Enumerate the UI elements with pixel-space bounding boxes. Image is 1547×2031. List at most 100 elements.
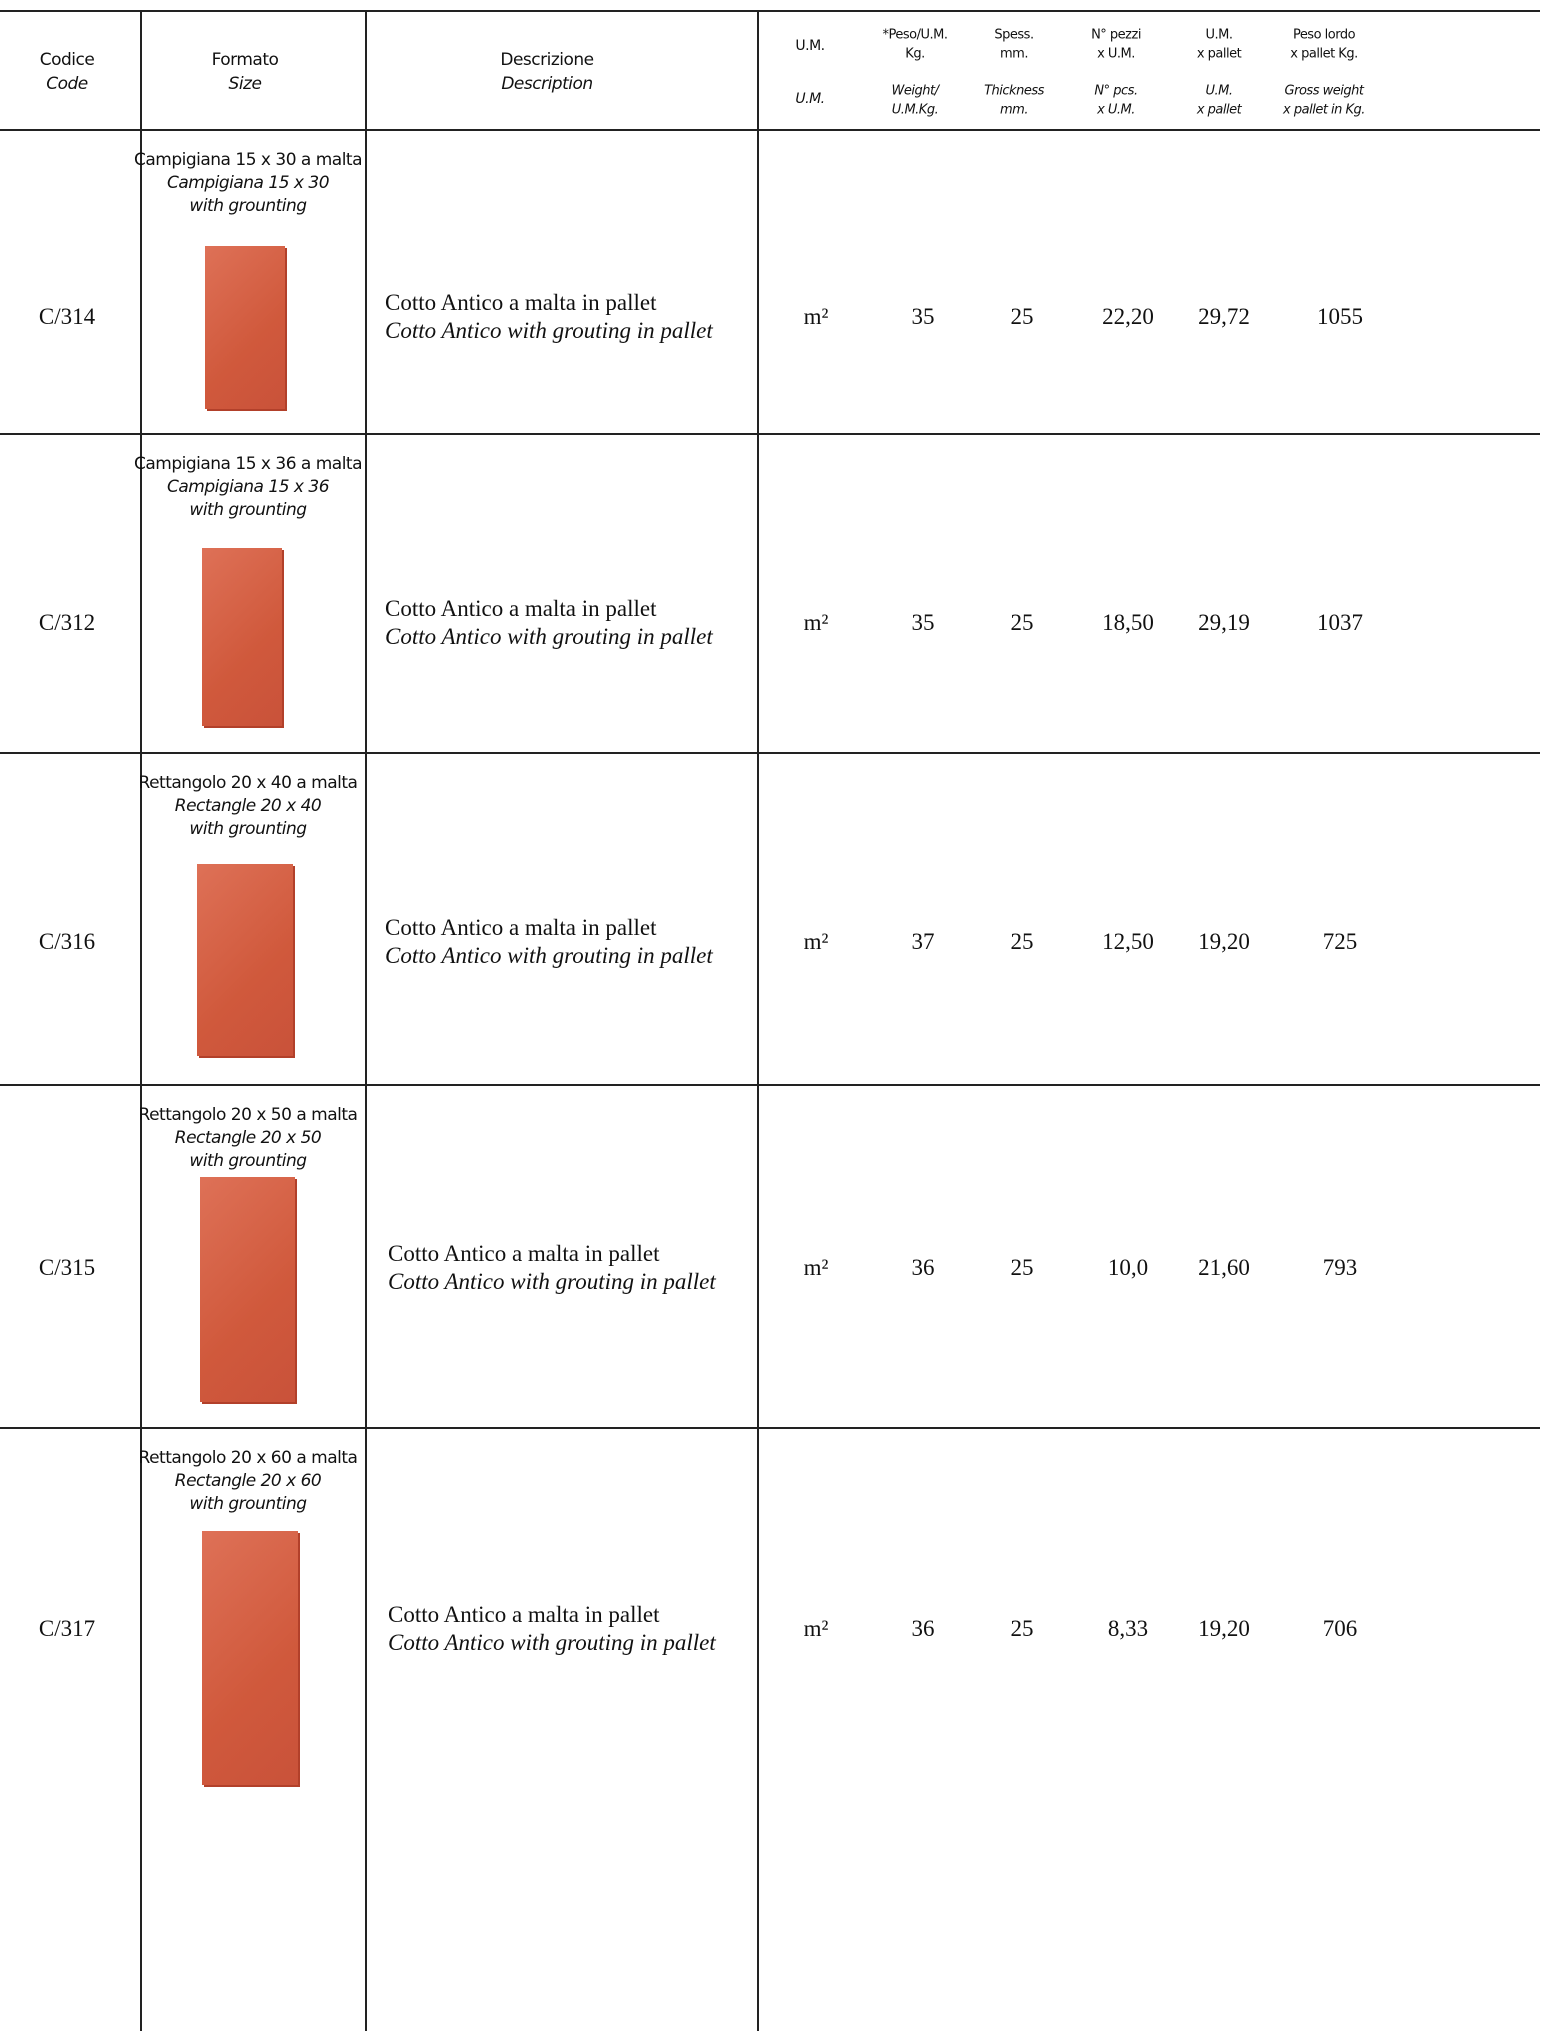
header-it: N° pezzi bbox=[1091, 27, 1141, 43]
rule bbox=[0, 10, 1540, 12]
header-en: mm. bbox=[1000, 102, 1028, 118]
format: with grounting bbox=[189, 196, 307, 216]
value: 8,33 bbox=[1107, 1616, 1149, 1641]
rule bbox=[0, 1427, 1540, 1429]
description: Cotto Antico a malta in pallet bbox=[385, 596, 657, 621]
description: Cotto Antico a malta in pallet bbox=[385, 915, 657, 940]
tile-image bbox=[202, 1531, 298, 1785]
format: Rettangolo 20 x 40 a malta bbox=[138, 773, 358, 793]
description: Cotto Antico a malta in pallet bbox=[388, 1602, 660, 1627]
header-en: N° pcs. bbox=[1094, 83, 1138, 99]
um: m² bbox=[803, 610, 829, 635]
header-it: Codice bbox=[39, 50, 95, 70]
format: with grounting bbox=[189, 500, 307, 520]
header-it: x pallet bbox=[1196, 46, 1242, 62]
value: 19,20 bbox=[1198, 1616, 1250, 1641]
header-it: Peso lordo bbox=[1292, 27, 1356, 43]
um: m² bbox=[803, 1616, 829, 1641]
format: Rectangle 20 x 40 bbox=[174, 796, 322, 816]
code: C/314 bbox=[38, 304, 96, 329]
value: 1037 bbox=[1317, 610, 1363, 635]
value: 10,0 bbox=[1107, 1255, 1149, 1280]
description: Cotto Antico with grouting in pallet bbox=[388, 1630, 716, 1655]
header-it: Spess. bbox=[994, 27, 1034, 43]
um: m² bbox=[803, 929, 829, 954]
header-en: Code bbox=[46, 74, 88, 94]
tile-image bbox=[202, 548, 282, 726]
header-en: Weight/ bbox=[891, 83, 939, 99]
tile-image bbox=[200, 1177, 295, 1402]
rule bbox=[140, 10, 142, 2031]
header-it: Descrizione bbox=[500, 50, 594, 70]
header-en: x U.M. bbox=[1097, 102, 1135, 118]
description: Cotto Antico a malta in pallet bbox=[385, 290, 657, 315]
value: 25 bbox=[1010, 1616, 1034, 1641]
description: Cotto Antico a malta in pallet bbox=[388, 1241, 660, 1266]
value: 35 bbox=[911, 610, 935, 635]
header-it: x U.M. bbox=[1097, 46, 1135, 62]
value: 29,19 bbox=[1198, 610, 1250, 635]
rule bbox=[0, 1084, 1540, 1086]
value: 21,60 bbox=[1198, 1255, 1250, 1280]
rule bbox=[365, 10, 367, 2031]
format: Rectangle 20 x 60 bbox=[174, 1471, 322, 1491]
format: Rettangolo 20 x 60 a malta bbox=[138, 1448, 358, 1468]
description: Cotto Antico with grouting in pallet bbox=[385, 624, 713, 649]
format: Campigiana 15 x 30 bbox=[166, 173, 330, 193]
description: Cotto Antico with grouting in pallet bbox=[385, 318, 713, 343]
value: 25 bbox=[1010, 610, 1034, 635]
header-en: Gross weight bbox=[1284, 83, 1364, 99]
value: 35 bbox=[911, 304, 935, 329]
format: with grounting bbox=[189, 1151, 307, 1171]
header-en: Thickness bbox=[984, 83, 1044, 99]
code: C/317 bbox=[38, 1616, 96, 1641]
value: 36 bbox=[911, 1616, 935, 1641]
value: 725 bbox=[1322, 929, 1358, 954]
format: with grounting bbox=[189, 1494, 307, 1514]
um: m² bbox=[803, 304, 829, 329]
tile-image bbox=[197, 864, 293, 1056]
value: 37 bbox=[911, 929, 935, 954]
format: Rettangolo 20 x 50 a malta bbox=[138, 1105, 358, 1125]
header-en: U.M. bbox=[795, 91, 825, 107]
header-en: Size bbox=[228, 74, 262, 94]
value: 1055 bbox=[1317, 304, 1363, 329]
value: 25 bbox=[1010, 929, 1034, 954]
rule bbox=[0, 752, 1540, 754]
description: Cotto Antico with grouting in pallet bbox=[388, 1269, 716, 1294]
format: Rectangle 20 x 50 bbox=[174, 1128, 322, 1148]
rule bbox=[757, 10, 759, 2031]
header-it: U.M. bbox=[795, 38, 825, 54]
code: C/312 bbox=[38, 610, 96, 635]
um: m² bbox=[803, 1255, 829, 1280]
header-it: *Peso/U.M. bbox=[882, 27, 948, 43]
value: 18,50 bbox=[1102, 610, 1154, 635]
value: 706 bbox=[1322, 1616, 1358, 1641]
header-en: Description bbox=[501, 74, 593, 94]
code: C/316 bbox=[38, 929, 96, 954]
value: 793 bbox=[1322, 1255, 1358, 1280]
header-en: x pallet in Kg. bbox=[1283, 102, 1365, 118]
header-it: mm. bbox=[1000, 46, 1028, 62]
rule bbox=[0, 129, 1540, 131]
value: 12,50 bbox=[1102, 929, 1154, 954]
value: 19,20 bbox=[1198, 929, 1250, 954]
value: 22,20 bbox=[1102, 304, 1154, 329]
header-en: U.M.Kg. bbox=[891, 102, 939, 118]
rule bbox=[0, 433, 1540, 435]
value: 25 bbox=[1010, 1255, 1034, 1280]
value: 25 bbox=[1010, 304, 1034, 329]
header-it: x pallet Kg. bbox=[1290, 46, 1358, 62]
format: Campigiana 15 x 36 bbox=[166, 477, 330, 497]
tile-image bbox=[205, 246, 285, 409]
header-it: U.M. bbox=[1205, 27, 1234, 43]
description: Cotto Antico with grouting in pallet bbox=[385, 943, 713, 968]
header-en: U.M. bbox=[1205, 83, 1234, 99]
format: with grounting bbox=[189, 819, 307, 839]
header-it: Kg. bbox=[905, 46, 925, 62]
format: Campigiana 15 x 36 a malta bbox=[133, 454, 363, 474]
header-en: x pallet bbox=[1196, 102, 1242, 118]
format: Campigiana 15 x 30 a malta bbox=[133, 150, 363, 170]
header-it: Formato bbox=[211, 50, 279, 70]
